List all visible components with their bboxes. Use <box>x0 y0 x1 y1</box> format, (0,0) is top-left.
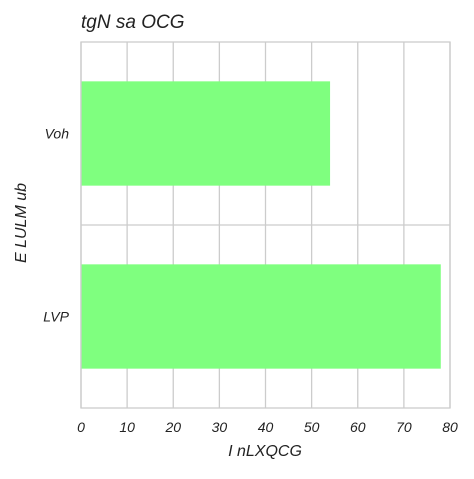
x-tick-label: 60 <box>350 419 366 435</box>
x-tick-label: 50 <box>304 419 320 435</box>
y-tick-label: LVP <box>43 309 69 325</box>
x-tick-label: 10 <box>119 419 135 435</box>
y-tick-label: Voh <box>45 126 70 142</box>
x-axis-label: I nLXQCG <box>228 443 302 460</box>
x-tick-label: 70 <box>396 419 412 435</box>
bar <box>81 264 441 369</box>
x-tick-labels: 0 10 20 30 40 50 60 70 80 <box>77 419 458 435</box>
plot-frame <box>80 41 451 409</box>
x-tick-label: 0 <box>77 419 85 435</box>
y-axis-label: E LULM ub <box>13 183 30 263</box>
x-tick-label: 40 <box>258 419 274 435</box>
y-tick-labels: Voh LVP <box>43 126 69 325</box>
bars <box>81 81 441 369</box>
chart-title: tgN sa OCG <box>81 12 184 33</box>
bar <box>81 81 331 186</box>
x-tick-label: 30 <box>212 419 228 435</box>
x-tick-label: 20 <box>164 419 181 435</box>
x-tick-label: 80 <box>442 419 458 435</box>
